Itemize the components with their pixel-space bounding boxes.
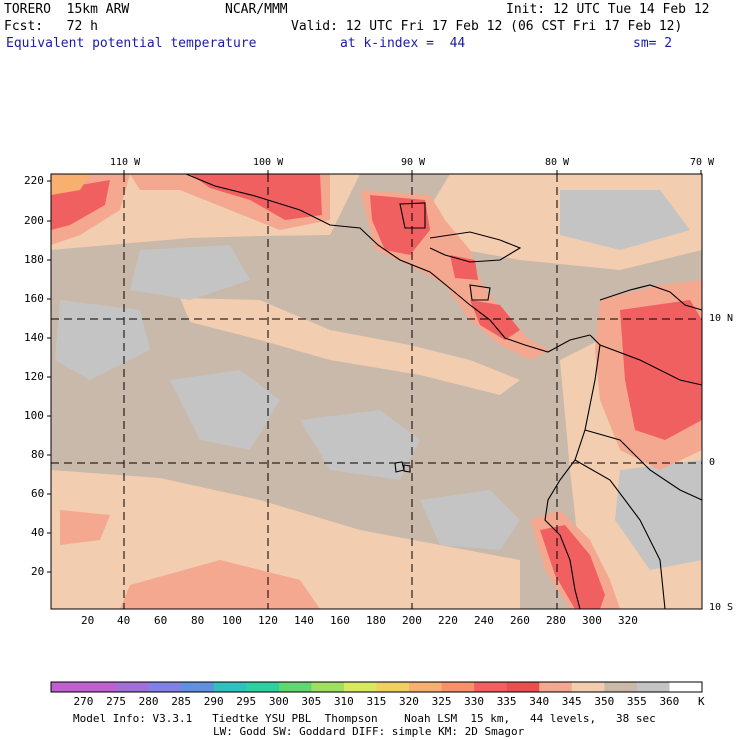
lon-label-90w: 90 W xyxy=(401,157,426,168)
colorbar-swatch xyxy=(116,682,150,692)
colorbar-label: 285 xyxy=(171,695,192,708)
colorbar-label: 315 xyxy=(366,695,387,708)
colorbar-swatch xyxy=(311,682,345,692)
colorbar-swatch xyxy=(669,682,703,692)
colorbar-unit: K xyxy=(698,695,705,708)
y-tick-label: 20 xyxy=(31,565,45,578)
y-tick-label: 60 xyxy=(31,487,45,500)
colorbar-label: 320 xyxy=(399,695,419,708)
lon-label-100w: 100 W xyxy=(253,157,284,168)
colorbar xyxy=(51,682,703,692)
x-tick-label: 100 xyxy=(222,614,242,627)
lat-label-0: 0 xyxy=(709,457,716,468)
colorbar-swatch xyxy=(636,682,670,692)
x-tick-label: 240 xyxy=(474,614,494,627)
colorbar-swatch xyxy=(571,682,605,692)
model-physics: LW: Godd SW: Goddard DIFF: simple KM: 2D… xyxy=(213,725,525,738)
lon-label-110w: 110 W xyxy=(110,157,141,168)
colorbar-swatch xyxy=(604,682,638,692)
colorbar-frame xyxy=(50,681,703,693)
colorbar-label: 325 xyxy=(431,695,452,708)
y-tick-label: 120 xyxy=(24,370,44,383)
colorbar-label: 295 xyxy=(236,695,257,708)
y-tick-label: 180 xyxy=(24,253,44,266)
colorbar-label: 290 xyxy=(203,695,224,708)
coastlines xyxy=(185,173,703,610)
theta-e-field xyxy=(51,174,702,609)
x-tick-label: 120 xyxy=(258,614,278,627)
colorbar-swatch xyxy=(278,682,312,692)
x-tick-label: 300 xyxy=(582,614,602,627)
lon-label-70w: 70 W xyxy=(690,157,715,168)
colorbar-label: 280 xyxy=(138,695,159,708)
init-time: Init: 12 UTC Tue 14 Feb 12 xyxy=(506,2,710,17)
colorbar-label: 330 xyxy=(464,695,485,708)
colorbar-label: 340 xyxy=(529,695,550,708)
forecast-hour: Fcst: 72 h xyxy=(4,19,98,34)
colorbar-label: 345 xyxy=(561,695,582,708)
valid-time: Valid: 12 UTC Fri 17 Feb 12 (06 CST Fri … xyxy=(291,19,683,34)
colorbar-swatch xyxy=(343,682,377,692)
colorbar-label: 310 xyxy=(333,695,354,708)
colorbar-swatch xyxy=(148,682,182,692)
lon-label-80w: 80 W xyxy=(545,157,570,168)
colorbar-label: 350 xyxy=(594,695,615,708)
colorbar-label: 270 xyxy=(73,695,94,708)
lat-lon-grid xyxy=(51,174,702,609)
model-label: TORERO 15km ARW xyxy=(4,2,130,17)
org-label: NCAR/MMM xyxy=(225,2,288,17)
x-tick-label: 320 xyxy=(618,614,638,627)
colorbar-swatch xyxy=(474,682,508,692)
x-tick-label: 180 xyxy=(366,614,386,627)
lat-label-10s: 10 S xyxy=(709,602,734,613)
smoothing-label: sm= 2 xyxy=(633,36,673,51)
colorbar-label: 275 xyxy=(106,695,126,708)
y-tick-label: 220 xyxy=(24,174,44,187)
y-tick-label: 200 xyxy=(24,214,44,227)
x-tick-label: 40 xyxy=(117,614,131,627)
level-label: at k-index = 44 xyxy=(340,36,466,51)
model-info: Model Info: V3.3.1 Tiedtke YSU PBL Thomp… xyxy=(73,712,656,725)
y-tick-label: 160 xyxy=(24,292,44,305)
y-tick-label: 80 xyxy=(31,448,45,461)
x-tick-label: 280 xyxy=(546,614,566,627)
x-tick-label: 140 xyxy=(294,614,314,627)
x-tick-label: 220 xyxy=(438,614,458,627)
y-tick-label: 40 xyxy=(31,526,45,539)
colorbar-label: 355 xyxy=(626,695,647,708)
x-tick-label: 160 xyxy=(330,614,350,627)
y-tick-label: 140 xyxy=(24,331,44,344)
colorbar-label: 300 xyxy=(268,695,289,708)
colorbar-swatch xyxy=(181,682,215,692)
colorbar-swatch xyxy=(213,682,247,692)
colorbar-swatch xyxy=(83,682,117,692)
x-tick-label: 80 xyxy=(191,614,205,627)
map-frame xyxy=(50,173,703,610)
colorbar-swatch xyxy=(409,682,443,692)
x-tick-label: 200 xyxy=(402,614,422,627)
colorbar-label: 360 xyxy=(659,695,680,708)
lat-label-10n: 10 N xyxy=(709,313,734,324)
x-tick-label: 260 xyxy=(510,614,530,627)
y-tick-label: 100 xyxy=(24,409,44,422)
colorbar-label: 305 xyxy=(301,695,322,708)
field-name: Equivalent potential temperature xyxy=(6,36,257,51)
colorbar-label: 335 xyxy=(496,695,517,708)
colorbar-swatch xyxy=(376,682,410,692)
x-tick-label: 20 xyxy=(81,614,95,627)
colorbar-swatch xyxy=(539,682,573,692)
colorbar-swatch xyxy=(246,682,280,692)
colorbar-swatch xyxy=(506,682,540,692)
x-tick-label: 60 xyxy=(154,614,168,627)
colorbar-swatch xyxy=(441,682,475,692)
lon-ticks xyxy=(123,170,702,174)
colorbar-swatch xyxy=(51,682,85,692)
axis-ticks xyxy=(47,180,51,573)
